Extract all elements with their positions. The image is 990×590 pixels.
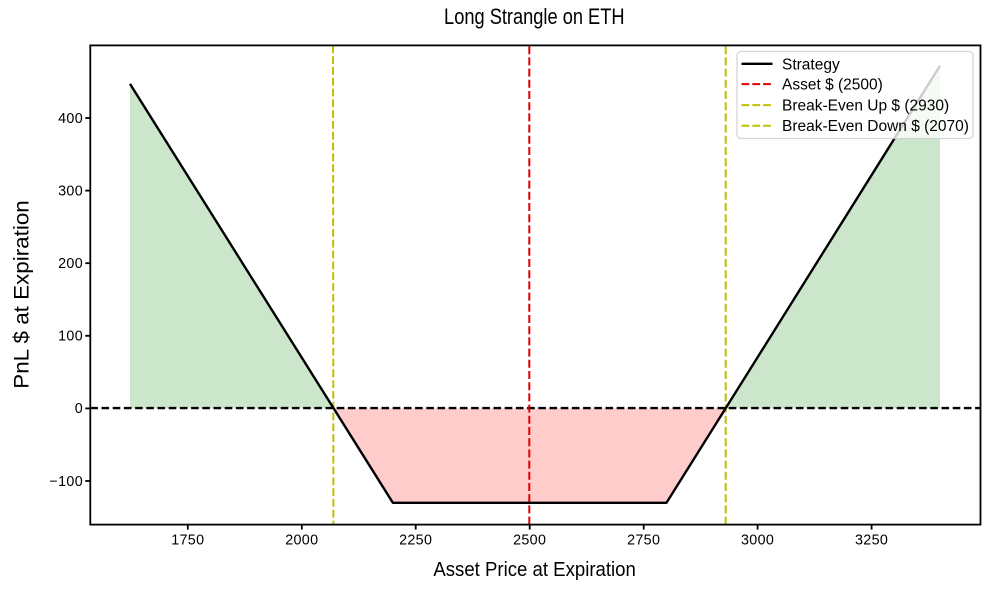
- svg-text:Asset $ (2500): Asset $ (2500): [782, 77, 883, 94]
- svg-text:−100: −100: [49, 474, 83, 490]
- svg-text:2750: 2750: [627, 533, 660, 549]
- svg-text:Asset Price at Expiration: Asset Price at Expiration: [433, 558, 636, 581]
- svg-text:100: 100: [58, 329, 83, 345]
- svg-text:3000: 3000: [741, 533, 774, 549]
- svg-text:300: 300: [58, 183, 83, 199]
- svg-text:2250: 2250: [399, 533, 432, 549]
- svg-text:Strategy: Strategy: [782, 56, 840, 73]
- svg-text:2000: 2000: [285, 533, 318, 549]
- svg-text:Break-Even Down $ (2070): Break-Even Down $ (2070): [782, 118, 969, 135]
- svg-text:1750: 1750: [171, 533, 204, 549]
- svg-text:0: 0: [75, 401, 83, 417]
- svg-text:Long Strangle on ETH: Long Strangle on ETH: [444, 4, 625, 29]
- svg-text:PnL $ at Expiration: PnL $ at Expiration: [10, 200, 33, 389]
- svg-text:200: 200: [58, 256, 83, 272]
- svg-text:3250: 3250: [855, 533, 888, 549]
- svg-text:2500: 2500: [513, 533, 546, 549]
- svg-text:Break-Even Up $ (2930): Break-Even Up $ (2930): [782, 98, 949, 115]
- svg-text:400: 400: [58, 111, 83, 127]
